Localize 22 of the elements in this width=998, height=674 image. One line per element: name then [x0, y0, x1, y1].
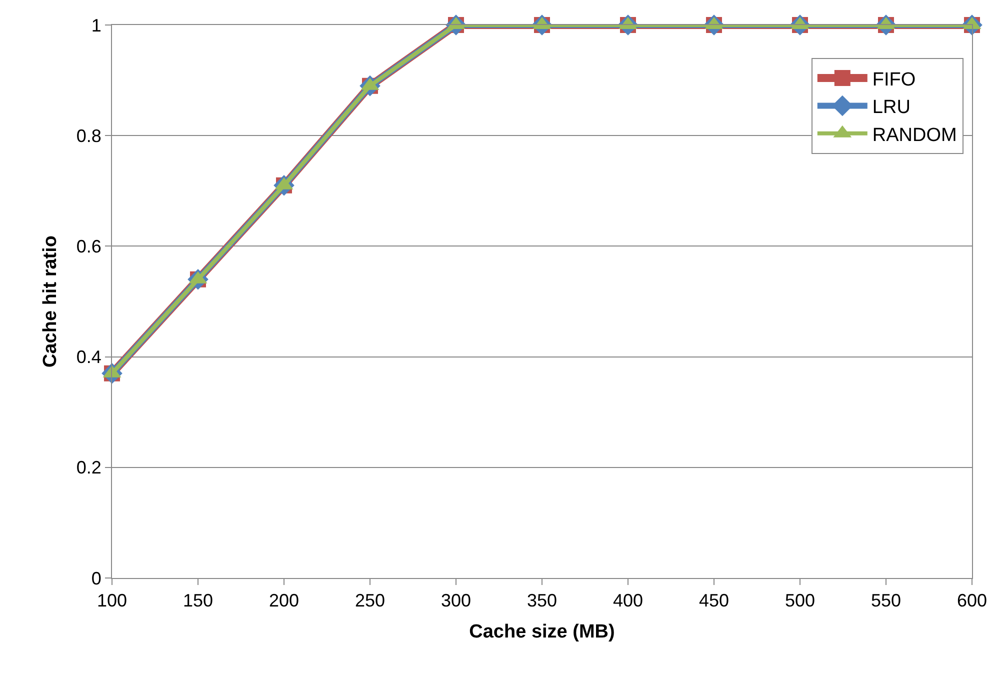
y-axis-title: Cache hit ratio [40, 236, 62, 368]
x-axis-title: Cache size (MB) [469, 621, 615, 642]
legend-label: RANDOM [872, 124, 957, 146]
x-tick-label: 600 [956, 590, 988, 611]
x-tick-label: 150 [182, 590, 214, 611]
x-tick-label: 450 [698, 590, 730, 611]
y-tick-label: 0.2 [76, 458, 102, 478]
x-tick-label: 500 [784, 590, 816, 611]
y-tick-label: 0 [91, 568, 102, 588]
x-tick-label: 350 [526, 590, 558, 611]
y-tick-label: 0.8 [76, 126, 102, 146]
x-tick-label: 200 [268, 590, 300, 611]
y-tick-label: 1 [91, 15, 102, 36]
x-tick-label: 250 [354, 590, 386, 611]
x-tick-label: 100 [96, 590, 128, 611]
y-tick-label: 0.4 [76, 347, 102, 368]
legend-label: FIFO [872, 69, 916, 90]
x-tick-label: 400 [612, 590, 644, 611]
y-tick-label: 0.6 [76, 236, 102, 256]
legend-label: LRU [872, 97, 910, 118]
x-tick-label: 550 [870, 590, 902, 611]
x-tick-label: 300 [440, 590, 472, 611]
